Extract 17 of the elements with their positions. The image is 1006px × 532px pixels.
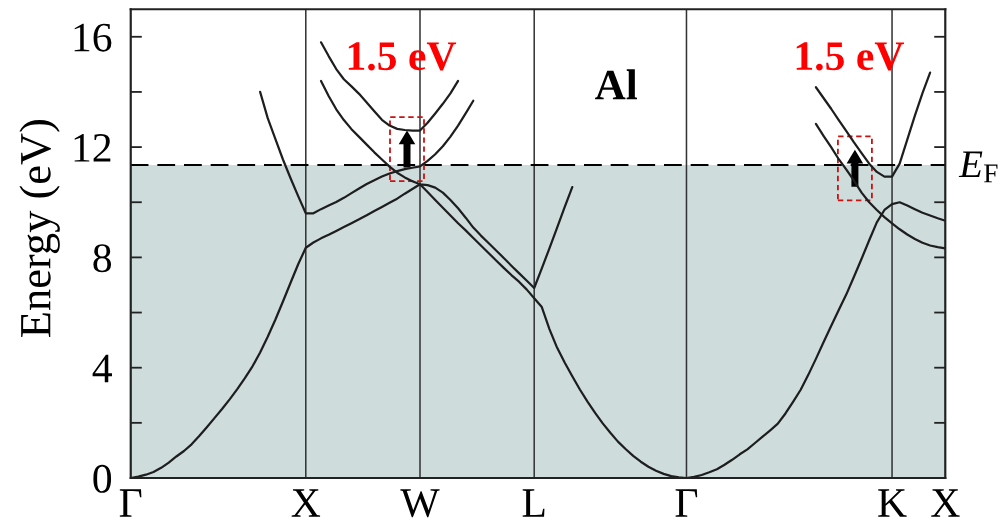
y-tick-label: 12: [74, 133, 111, 162]
x-tick-label: L: [522, 489, 545, 517]
x-tick-label: K: [878, 489, 907, 517]
y-tick-label: 8: [93, 244, 112, 273]
y-axis-title: Energy (eV): [19, 120, 60, 337]
text: Al: [595, 69, 638, 100]
x-tick-label: W: [400, 489, 440, 518]
line-series: [814, 71, 932, 178]
ref-line-label: E$_{F}$: [958, 151, 998, 183]
y-tick-label: 16: [74, 23, 112, 52]
x-tick-label: Γ: [119, 489, 142, 517]
x-tick-label: Γ: [675, 489, 698, 517]
x-tick-label: X: [291, 489, 321, 517]
x-tick-label: X: [931, 489, 960, 517]
line-series: [319, 41, 460, 132]
y-tick-label: 4: [92, 354, 112, 383]
y-tick-label: 0: [93, 464, 112, 493]
